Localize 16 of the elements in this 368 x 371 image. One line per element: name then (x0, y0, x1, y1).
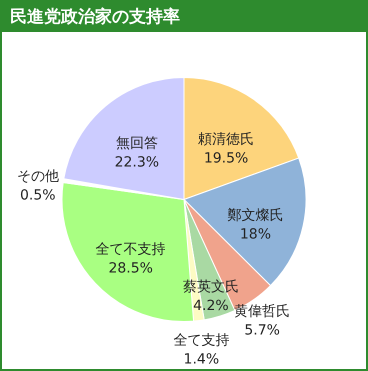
data-label: 28.5% (108, 260, 153, 277)
data-label: 19.5% (204, 150, 248, 167)
slice-label: 無回答 (116, 136, 158, 152)
slice-label: 鄭文燦氏 (227, 207, 284, 224)
slice-label: 黄偉哲氏 (234, 304, 290, 320)
data-label: 4.2% (193, 298, 229, 314)
slice-label: 頼清徳氏 (198, 132, 254, 148)
data-label: 0.5% (20, 188, 56, 204)
slice-label: 全て支持 (173, 332, 230, 348)
data-label: 22.3% (114, 154, 160, 171)
data-label: 5.7% (244, 322, 280, 339)
data-label: 18% (240, 226, 272, 242)
chart-title: 民進党政治家の支持率 (2, 2, 366, 32)
slice-label: その他 (16, 168, 59, 185)
data-label: 1.4% (184, 351, 220, 368)
slice-label: 全て不支持 (96, 242, 166, 258)
